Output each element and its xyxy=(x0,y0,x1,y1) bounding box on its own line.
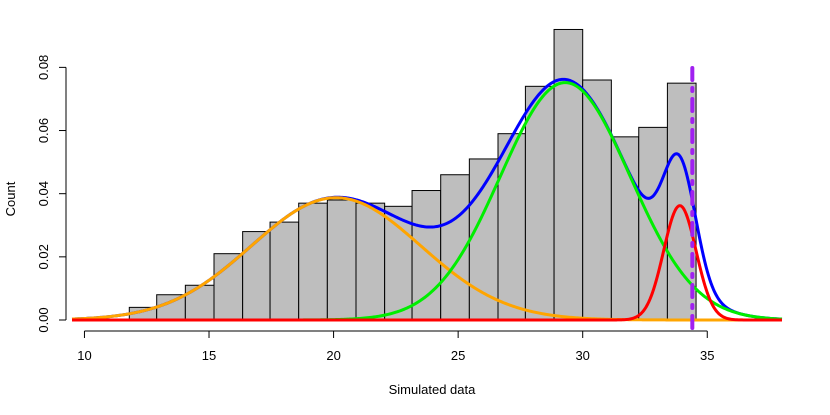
x-tick-label: 15 xyxy=(202,348,216,363)
histogram-bar xyxy=(355,202,386,321)
x-tick-label: 10 xyxy=(77,348,91,363)
histogram-bar xyxy=(184,284,215,321)
histogram-bar xyxy=(582,79,612,321)
y-tick-label: 0.04 xyxy=(36,181,51,206)
y-tick-label: 0.08 xyxy=(36,55,51,80)
component-1-density-curve xyxy=(71,196,783,322)
histogram-bar xyxy=(497,133,526,321)
histogram-bar xyxy=(553,28,584,321)
x-tick-label: 20 xyxy=(326,348,340,363)
x-tick-label: 25 xyxy=(451,348,465,363)
y-tick-label: 0.02 xyxy=(36,244,51,269)
x-tick-label: 35 xyxy=(700,348,714,363)
x-tick-label: 30 xyxy=(575,348,589,363)
component-3-density-curve xyxy=(71,204,783,322)
density-curves xyxy=(71,77,783,322)
histogram-bar xyxy=(411,190,442,321)
axes: 10 15 20 25 30 35 0.00 0.02 0.04 0.06 0.08 xyxy=(36,55,714,363)
y-tick-label: 0.00 xyxy=(36,307,51,332)
histogram-bar xyxy=(524,85,555,321)
y-tick-label: 0.06 xyxy=(36,118,51,143)
y-axis-title: Count xyxy=(3,181,18,216)
histogram-bar xyxy=(242,231,271,321)
histogram-bar xyxy=(269,221,300,321)
histogram-bar xyxy=(326,199,357,321)
x-axis-title: Simulated data xyxy=(389,382,476,397)
histogram-bar xyxy=(298,202,328,321)
